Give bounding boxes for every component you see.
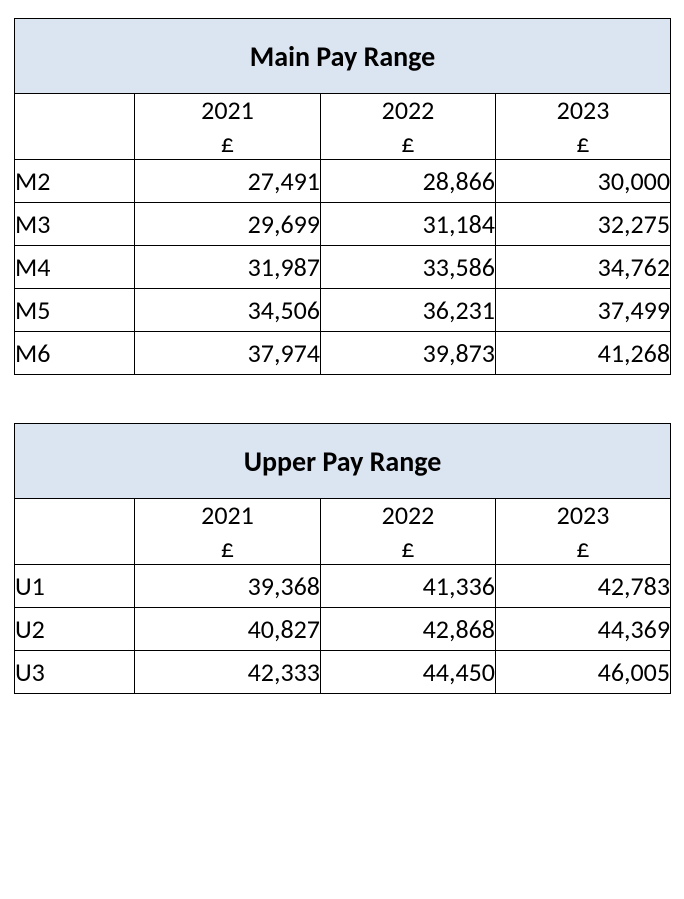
- upper-pay-range-table: Upper Pay Range 2021 £ 2022 £ 2023 £ U1 …: [14, 423, 671, 694]
- blank-header: [15, 499, 135, 565]
- table-row: M2 27,491 28,866 30,000: [15, 160, 671, 203]
- cell-value: 31,987: [135, 246, 321, 289]
- column-header: 2021 £: [135, 499, 321, 565]
- cell-value: 32,275: [496, 203, 671, 246]
- cell-value: 31,184: [321, 203, 496, 246]
- cell-value: 39,873: [321, 332, 496, 375]
- column-currency: £: [135, 127, 320, 160]
- cell-value: 37,499: [496, 289, 671, 332]
- table-row: M5 34,506 36,231 37,499: [15, 289, 671, 332]
- column-currency: £: [321, 532, 495, 565]
- row-label: U1: [15, 565, 135, 608]
- cell-value: 33,586: [321, 246, 496, 289]
- table-title: Main Pay Range: [15, 19, 671, 94]
- table-row: U2 40,827 42,868 44,369: [15, 608, 671, 651]
- cell-value: 41,336: [321, 565, 496, 608]
- column-year: 2022: [321, 499, 495, 532]
- row-label: U2: [15, 608, 135, 651]
- cell-value: 29,699: [135, 203, 321, 246]
- cell-value: 34,762: [496, 246, 671, 289]
- column-header: 2023 £: [496, 499, 671, 565]
- row-label: M5: [15, 289, 135, 332]
- table-title: Upper Pay Range: [15, 424, 671, 499]
- cell-value: 28,866: [321, 160, 496, 203]
- cell-value: 44,369: [496, 608, 671, 651]
- cell-value: 37,974: [135, 332, 321, 375]
- column-header: 2021 £: [135, 94, 321, 160]
- cell-value: 27,491: [135, 160, 321, 203]
- table-row: U3 42,333 44,450 46,005: [15, 651, 671, 694]
- column-header: 2023 £: [496, 94, 671, 160]
- cell-value: 30,000: [496, 160, 671, 203]
- table-row: M6 37,974 39,873 41,268: [15, 332, 671, 375]
- column-year: 2022: [321, 94, 495, 127]
- row-label: M3: [15, 203, 135, 246]
- cell-value: 34,506: [135, 289, 321, 332]
- table-row: U1 39,368 41,336 42,783: [15, 565, 671, 608]
- row-label: M4: [15, 246, 135, 289]
- column-currency: £: [496, 532, 670, 565]
- column-currency: £: [496, 127, 670, 160]
- cell-value: 41,268: [496, 332, 671, 375]
- column-header: 2022 £: [321, 499, 496, 565]
- column-year: 2023: [496, 499, 670, 532]
- cell-value: 46,005: [496, 651, 671, 694]
- page: Main Pay Range 2021 £ 2022 £ 2023 £ M2 2…: [0, 0, 684, 712]
- row-label: M2: [15, 160, 135, 203]
- cell-value: 42,333: [135, 651, 321, 694]
- column-currency: £: [135, 532, 320, 565]
- cell-value: 40,827: [135, 608, 321, 651]
- column-year: 2021: [135, 94, 320, 127]
- cell-value: 39,368: [135, 565, 321, 608]
- column-currency: £: [321, 127, 495, 160]
- cell-value: 44,450: [321, 651, 496, 694]
- cell-value: 36,231: [321, 289, 496, 332]
- column-year: 2021: [135, 499, 320, 532]
- row-label: M6: [15, 332, 135, 375]
- row-label: U3: [15, 651, 135, 694]
- blank-header: [15, 94, 135, 160]
- cell-value: 42,783: [496, 565, 671, 608]
- main-pay-range-table: Main Pay Range 2021 £ 2022 £ 2023 £ M2 2…: [14, 18, 671, 375]
- cell-value: 42,868: [321, 608, 496, 651]
- column-year: 2023: [496, 94, 670, 127]
- column-header: 2022 £: [321, 94, 496, 160]
- table-spacer: [14, 375, 670, 423]
- table-row: M3 29,699 31,184 32,275: [15, 203, 671, 246]
- table-row: M4 31,987 33,586 34,762: [15, 246, 671, 289]
